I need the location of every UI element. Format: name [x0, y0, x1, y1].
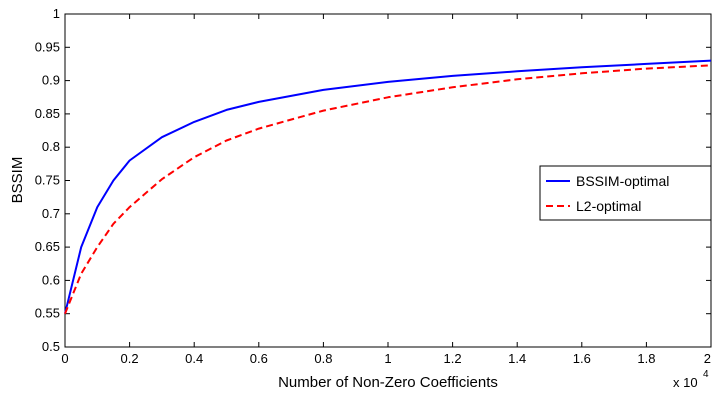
x-tick-label: 0.6: [250, 351, 268, 366]
legend-label-bssim-optimal: BSSIM-optimal: [576, 173, 669, 189]
x-tick-label: 1.8: [637, 351, 655, 366]
series-line-l2-optimal: [64, 64, 712, 315]
x-multiplier-exponent: 4: [703, 369, 709, 380]
y-tick-label: 0.95: [35, 39, 60, 54]
x-tick-label: 1.4: [508, 351, 526, 366]
y-tick-label: 0.5: [42, 339, 60, 354]
x-tick-label: 1.2: [444, 351, 462, 366]
x-tick-label: 0: [61, 351, 68, 366]
x-tick-label: 1.6: [573, 351, 591, 366]
x-tick-label: 2: [704, 351, 711, 366]
x-tick-label: 0.2: [121, 351, 139, 366]
ticks-layer: 0 0.2 0.4 0.6 0.8 1 1.2 1.4 1.6 1.8 2 0.5 0.55 0.6 0.6…: [35, 6, 712, 366]
series-line-bssim-optimal: [64, 59, 712, 314]
series-layer: [64, 59, 712, 315]
legend-box: [539, 165, 712, 221]
x-axis-label: Number of Non-Zero Coefficients: [278, 374, 498, 391]
x-tick-label: 0.8: [314, 351, 332, 366]
y-tick-label: 0.9: [42, 73, 60, 88]
x-tick-label: 1: [384, 351, 391, 366]
legend-label-l2-optimal: L2-optimal: [576, 198, 641, 214]
y-tick-label: 1: [53, 6, 60, 21]
x-multiplier: x 10: [673, 375, 698, 390]
y-tick-label: 0.7: [42, 206, 60, 221]
y-tick-label: 0.6: [42, 272, 60, 287]
legend: BSSIM-optimal L2-optimal: [539, 165, 712, 221]
y-tick-label: 0.55: [35, 306, 60, 321]
y-axis-label: BSSIM: [9, 157, 26, 204]
y-tick-label: 0.8: [42, 139, 60, 154]
y-tick-label: 0.75: [35, 173, 60, 188]
x-tick-label: 0.4: [185, 351, 203, 366]
y-tick-label: 0.65: [35, 239, 60, 254]
y-tick-label: 0.85: [35, 106, 60, 121]
